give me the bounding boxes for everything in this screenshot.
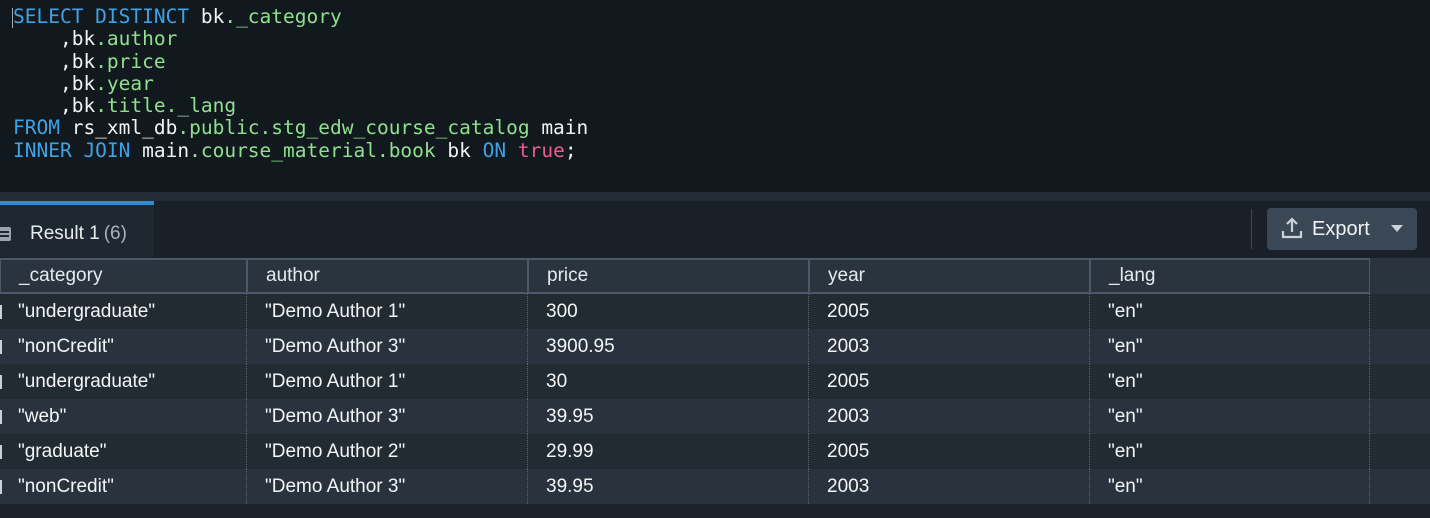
table-cell[interactable]: "en" xyxy=(1090,364,1370,399)
code-token: ,bk xyxy=(13,71,96,95)
table-cell[interactable]: "undergraduate" xyxy=(0,294,247,329)
code-token: .author xyxy=(95,27,178,51)
code-token: main xyxy=(529,116,589,140)
code-line: FROM rs_xml_db.public.stg_edw_course_cat… xyxy=(13,117,588,139)
table-cell[interactable]: 2005 xyxy=(809,364,1090,399)
table-cell[interactable]: "en" xyxy=(1090,434,1370,469)
row-selector[interactable] xyxy=(0,375,2,389)
table-cell[interactable]: 2005 xyxy=(809,294,1090,329)
row-selector[interactable] xyxy=(0,305,2,319)
table-cell[interactable]: 3900.95 xyxy=(528,329,809,364)
code-token: bk xyxy=(200,5,225,28)
divider xyxy=(1251,209,1252,249)
code-line: ,bk.title._lang xyxy=(13,95,588,117)
text-cursor xyxy=(12,8,13,28)
table-cell[interactable]: 39.95 xyxy=(528,469,809,504)
table-cell[interactable]: 2003 xyxy=(809,399,1090,434)
table-cell[interactable]: "en" xyxy=(1090,329,1370,364)
column-header-year[interactable]: year xyxy=(809,258,1090,294)
table-cell[interactable]: "nonCredit" xyxy=(0,329,247,364)
code-line: INNER JOIN main.course_material.book bk … xyxy=(13,138,588,162)
code-line: SELECT DISTINCT bk._category xyxy=(13,5,588,28)
code-token: rs_xml_db xyxy=(71,116,178,140)
table-row[interactable]: "graduate" "Demo Author 2" 29.99 2005 "en" xyxy=(0,434,1430,469)
code-token: ,bk xyxy=(13,49,96,73)
code-line: ,bk.author xyxy=(13,28,588,50)
code-token: ON xyxy=(482,138,518,162)
table-cell[interactable]: 39.95 xyxy=(528,399,809,434)
code-line: ,bk.price xyxy=(13,49,588,73)
code-token: INNER JOIN xyxy=(13,138,143,162)
table-cell[interactable]: 2003 xyxy=(809,329,1090,364)
table-icon xyxy=(0,227,11,241)
table-cell[interactable]: "nonCredit" xyxy=(0,469,247,504)
code-token: .title._lang xyxy=(95,94,237,118)
table-row[interactable]: "nonCredit" "Demo Author 3" 39.95 2003 "en" xyxy=(0,469,1430,504)
table-row[interactable]: "web" "Demo Author 3" 39.95 2003 "en" xyxy=(0,399,1430,434)
code-token: ,bk xyxy=(13,94,96,118)
table-cell[interactable]: "Demo Author 3" xyxy=(247,399,528,434)
export-button[interactable]: Export xyxy=(1267,208,1417,250)
table-row[interactable]: "nonCredit" "Demo Author 3" 3900.95 2003 "en… xyxy=(0,329,1430,364)
table-cell[interactable]: 300 xyxy=(528,294,809,329)
table-row[interactable]: "undergraduate" "Demo Author 1" 30 2005 "en" xyxy=(0,364,1430,399)
code-token: ,bk xyxy=(13,27,96,51)
table-cell[interactable]: 2005 xyxy=(809,434,1090,469)
row-selector[interactable] xyxy=(0,340,2,354)
table-cell[interactable]: "Demo Author 3" xyxy=(247,329,528,364)
table-cell[interactable]: "Demo Author 2" xyxy=(247,434,528,469)
code-token: true xyxy=(517,138,565,162)
table-cell[interactable]: 2003 xyxy=(809,469,1090,504)
table-cell[interactable]: "web" xyxy=(0,399,247,434)
pane-splitter[interactable] xyxy=(0,192,1430,201)
code-token: .year xyxy=(95,71,154,95)
table-cell[interactable]: "Demo Author 1" xyxy=(247,364,528,399)
code-token: ._category xyxy=(224,5,342,28)
row-selector[interactable] xyxy=(0,410,2,424)
upload-icon xyxy=(1281,217,1303,239)
row-count: (6) xyxy=(103,223,127,244)
table-row[interactable]: "undergraduate" "Demo Author 1" 300 2005 "en… xyxy=(0,294,1430,329)
code-line: ,bk.year xyxy=(13,71,588,95)
results-tab-bar: Result 1 (6) Export xyxy=(0,201,1430,257)
column-header-author[interactable]: author xyxy=(247,258,528,294)
column-header-category[interactable]: _category xyxy=(0,258,247,294)
column-header-price[interactable]: price xyxy=(528,258,809,294)
table-cell[interactable]: 30 xyxy=(528,364,809,399)
results-grid: _category author price year _lang "undergrad… xyxy=(0,258,1430,504)
table-cell[interactable]: 29.99 xyxy=(528,434,809,469)
sql-code[interactable]: SELECT DISTINCT bk._category ,bk.author … xyxy=(13,5,588,162)
tab-result-1[interactable]: Result 1 (6) xyxy=(0,201,154,257)
code-token: FROM xyxy=(13,116,72,140)
table-cell[interactable]: "en" xyxy=(1090,469,1370,504)
grid-header: _category author price year _lang xyxy=(0,258,1430,294)
code-token: SELECT DISTINCT xyxy=(13,5,201,28)
row-selector[interactable] xyxy=(0,445,2,459)
table-cell[interactable]: "Demo Author 1" xyxy=(247,294,528,329)
column-header-lang[interactable]: _lang xyxy=(1090,258,1370,294)
code-token: bk xyxy=(435,138,483,162)
table-cell[interactable]: "Demo Author 3" xyxy=(247,469,528,504)
sql-editor[interactable]: SELECT DISTINCT bk._category ,bk.author … xyxy=(0,0,1430,192)
code-token: .price xyxy=(95,49,166,73)
chevron-down-icon[interactable] xyxy=(1391,225,1403,233)
table-cell[interactable]: "graduate" xyxy=(0,434,247,469)
code-token: .course_material.book xyxy=(189,138,436,162)
tab-label: Result 1 xyxy=(30,223,100,244)
table-cell[interactable]: "undergraduate" xyxy=(0,364,247,399)
export-label: Export xyxy=(1312,218,1370,240)
code-token: main xyxy=(142,138,190,162)
row-selector[interactable] xyxy=(0,480,2,494)
table-cell[interactable]: "en" xyxy=(1090,294,1370,329)
code-token: .public.stg_edw_course_catalog xyxy=(177,116,530,140)
table-cell[interactable]: "en" xyxy=(1090,399,1370,434)
code-token: ; xyxy=(564,138,577,162)
